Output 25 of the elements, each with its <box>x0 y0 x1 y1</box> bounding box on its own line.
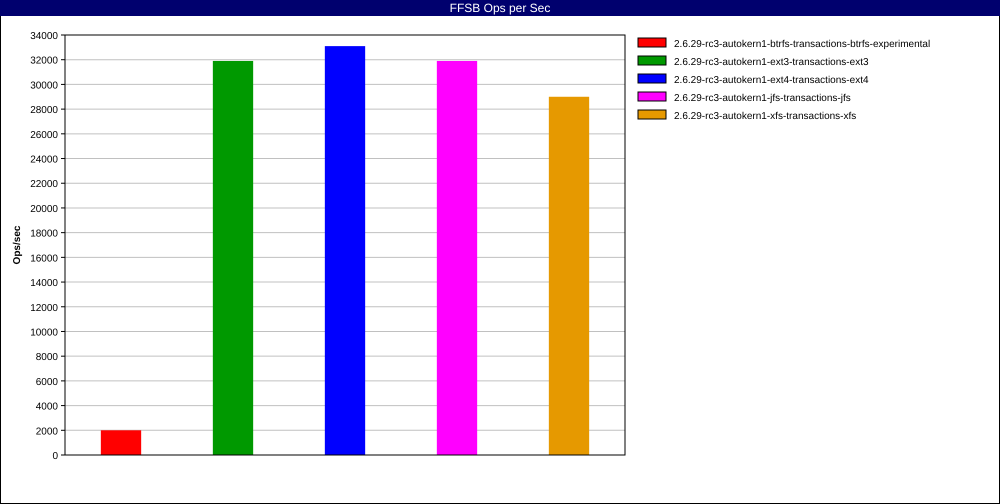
y-tick-label: 4000 <box>36 402 58 413</box>
chart-title: FFSB Ops per Sec <box>450 1 550 15</box>
y-tick-label: 12000 <box>30 302 58 314</box>
legend-label: 2.6.29-rc3-autokern1-xfs-transactions-xfs <box>674 111 856 122</box>
y-tick-label: 18000 <box>30 228 58 240</box>
y-tick-label: 24000 <box>30 154 58 166</box>
y-axis-title: Ops/sec <box>12 225 23 264</box>
legend-label: 2.6.29-rc3-autokern1-btrfs-transactions-btrfs-experimental <box>674 39 930 50</box>
y-tick-label: 16000 <box>30 253 58 264</box>
y-tick-label: 2000 <box>36 426 58 438</box>
y-tick-label: 8000 <box>36 352 58 364</box>
legend-label: 2.6.29-rc3-autokern1-jfs-transactions-jfs <box>674 93 851 104</box>
y-tick-label: 0 <box>52 451 58 462</box>
y-tick-label: 34000 <box>30 31 58 42</box>
y-tick-label: 28000 <box>30 105 58 116</box>
y-tick-label: 20000 <box>30 204 58 215</box>
y-tick-label: 30000 <box>30 80 58 92</box>
y-tick-label: 22000 <box>30 179 58 190</box>
legend-label: 2.6.29-rc3-autokern1-ext3-transactions-ext3 <box>674 57 869 68</box>
y-tick-label: 32000 <box>30 56 58 67</box>
y-tick-label: 10000 <box>30 327 58 338</box>
y-tick-label: 26000 <box>30 130 58 141</box>
y-tick-label: 6000 <box>36 376 58 388</box>
y-tick-label: 14000 <box>30 278 58 290</box>
legend-label: 2.6.29-rc3-autokern1-ext4-transactions-ext4 <box>674 75 869 86</box>
